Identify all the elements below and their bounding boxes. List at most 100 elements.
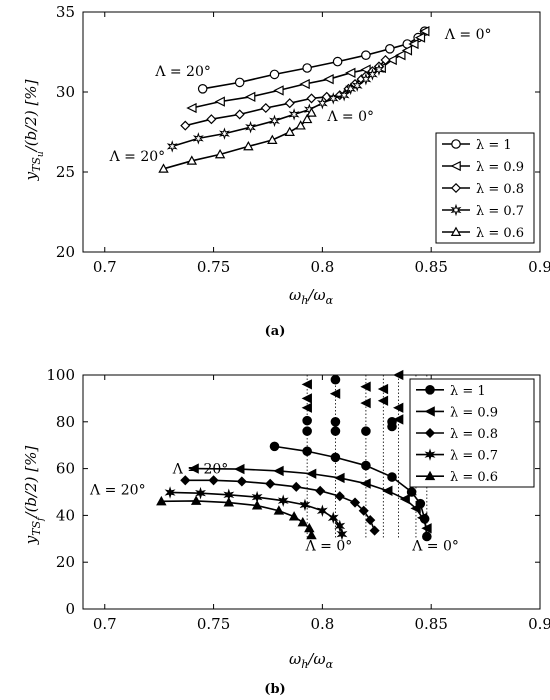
legend-label: λ = 1 <box>450 384 486 399</box>
panel-b-axes <box>82 374 541 610</box>
data-point <box>158 163 169 173</box>
panel-a-ticks: 0.7 0.75 0.8 0.85 0.9 20 25 30 35 <box>56 3 550 276</box>
data-point <box>234 463 245 475</box>
series-λ = 0.9 <box>188 463 432 534</box>
data-point <box>360 381 371 392</box>
legend-label: λ = 0.9 <box>476 160 524 175</box>
x-tick-label: 0.9 <box>528 615 550 633</box>
annotation-label: Λ = 0° <box>305 539 353 555</box>
legend-label: λ = 0.7 <box>450 449 498 464</box>
data-point <box>361 460 371 471</box>
data-point <box>316 504 328 517</box>
data-point <box>414 32 426 43</box>
data-point <box>377 383 389 395</box>
series-λ = 0.7 <box>166 63 385 153</box>
data-point <box>284 98 295 109</box>
annotation-label: Λ = 20° <box>154 64 211 80</box>
legend-marker <box>424 448 436 461</box>
data-point <box>401 45 413 56</box>
data-point <box>416 512 428 523</box>
data-point <box>245 120 257 134</box>
data-point <box>288 108 300 121</box>
data-point <box>243 140 254 151</box>
panel-a-caption: (a) <box>265 324 286 339</box>
data-point <box>330 374 341 385</box>
data-point <box>299 498 311 512</box>
data-point <box>288 511 300 521</box>
legend-entry: λ = 0.7 <box>442 203 524 219</box>
series-λ = 0.6 <box>156 495 317 540</box>
data-point <box>302 63 312 73</box>
legend-label: λ = 0.8 <box>450 427 498 442</box>
x-tick-label: 0.85 <box>414 615 447 633</box>
legend-marker <box>450 182 462 194</box>
x-tick-label: 0.75 <box>197 258 230 276</box>
panel-a-axes <box>82 11 541 253</box>
data-point <box>273 505 285 515</box>
annotation-label: Λ = 20° <box>89 482 146 498</box>
data-point <box>302 415 312 426</box>
data-point <box>236 476 247 487</box>
data-point <box>387 421 397 432</box>
legend-label: λ = 1 <box>476 138 512 153</box>
data-point <box>361 426 371 436</box>
data-point <box>219 127 230 140</box>
data-point <box>301 379 312 390</box>
data-point <box>301 113 313 124</box>
data-point <box>305 468 317 479</box>
data-point <box>323 74 334 85</box>
data-point <box>360 478 371 489</box>
panel-a-xlabel: ωh/ωα <box>289 286 334 307</box>
data-point <box>180 120 191 131</box>
legend-marker <box>425 384 435 395</box>
legend-marker <box>451 139 461 149</box>
x-tick-label: 0.8 <box>310 258 334 276</box>
data-point <box>197 84 208 94</box>
data-point <box>214 148 226 159</box>
annotation-label: Λ = 0° <box>326 109 374 125</box>
y-tick-label: 60 <box>56 460 75 478</box>
data-point <box>393 369 404 381</box>
data-point <box>338 88 350 102</box>
data-point <box>164 486 176 499</box>
data-point <box>245 91 256 102</box>
legend-label: λ = 0.8 <box>476 182 524 197</box>
data-point <box>393 414 404 425</box>
data-point <box>334 472 345 484</box>
legend-entry: λ = 0.8 <box>416 427 498 442</box>
panel-b-legend: λ = 1 λ = 0.9 λ = 0.8 λ = 0.7 λ = 0.6 <box>409 378 535 488</box>
data-point <box>386 54 397 66</box>
panel-b-caption: (b) <box>264 682 285 697</box>
data-point <box>186 155 198 165</box>
data-point <box>301 393 312 404</box>
data-point <box>421 523 432 534</box>
panel-a-ylabel: yTSu/(b/2) [%] <box>22 79 46 181</box>
data-point <box>422 531 432 542</box>
data-point <box>334 491 345 502</box>
data-point <box>408 38 419 50</box>
x-tick-label: 0.75 <box>197 615 230 633</box>
data-point <box>267 134 278 144</box>
data-point <box>387 472 397 482</box>
panel-a-legend: λ = 1 λ = 0.9 λ = 0.8 λ = 0.7 λ = 0.6 <box>435 132 535 244</box>
data-point <box>273 465 284 477</box>
data-point <box>399 493 410 505</box>
x-tick-label: 0.8 <box>310 615 334 633</box>
data-point <box>410 503 421 514</box>
data-point <box>297 516 309 527</box>
data-point <box>188 463 199 474</box>
legend-entry: λ = 0.6 <box>442 226 524 241</box>
data-point <box>393 402 404 413</box>
annotation-label: Λ = 0° <box>444 27 492 43</box>
data-point <box>361 50 371 60</box>
series-line <box>202 30 426 90</box>
data-point <box>306 93 317 104</box>
data-point <box>260 102 271 114</box>
data-point <box>306 107 317 117</box>
y-tick-label: 20 <box>56 243 75 261</box>
series-line <box>170 491 343 535</box>
data-point <box>302 426 312 436</box>
